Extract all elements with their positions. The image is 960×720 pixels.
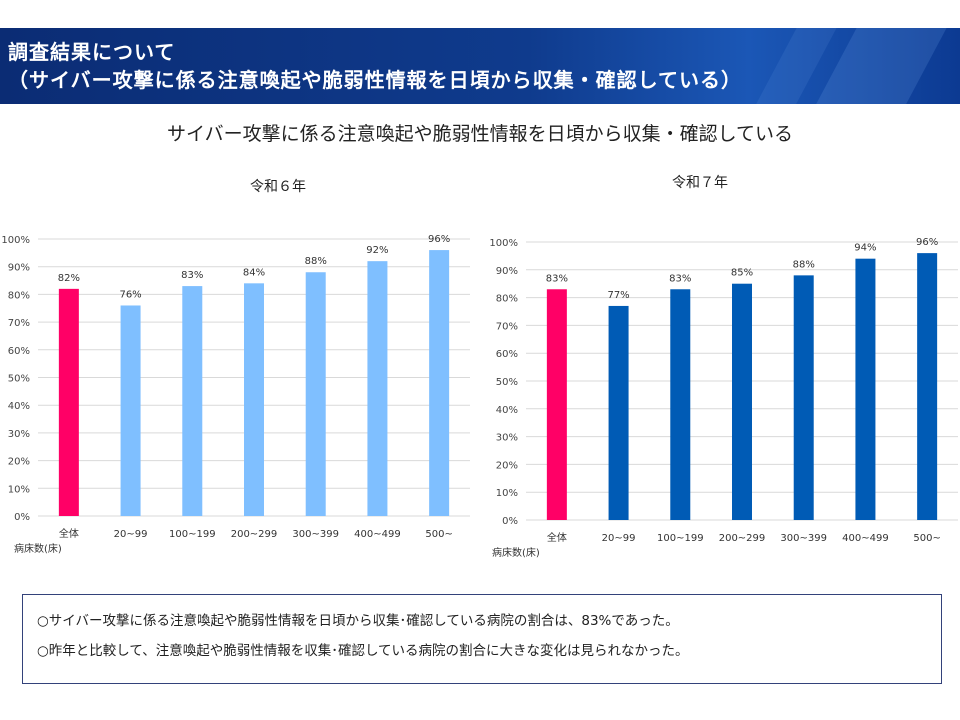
main-title: サイバー攻撃に係る注意喚起や脆弱性情報を日頃から収集・確認している [166,123,794,145]
y-tick-label-r7: 40% [496,405,518,416]
data-label-r7: 83% [669,273,691,284]
data-label-r6: 96% [428,234,450,245]
bar-r7 [670,289,691,520]
y-tick-label-r7: 20% [496,460,518,471]
chart-title-r7: 令和７年 [672,175,728,191]
y-tick-label-r6: 100% [1,235,30,246]
category-label-r6: 全体 [59,527,79,540]
y-tick-label-r6: 40% [8,401,30,412]
bar-r7 [546,289,567,520]
x-axis-label-r6: 病床数(床) [14,542,62,555]
data-label-r6: 92% [366,245,388,256]
bar-r6 [305,272,326,516]
data-label-r6: 88% [305,256,327,267]
category-label-r7: 500~ [913,533,940,544]
category-label-r6: 200~299 [231,529,278,540]
category-label-r7: 300~399 [780,533,827,544]
bar-r7 [608,305,629,520]
header-subtitle: （サイバー攻撃に係る注意喚起や脆弱性情報を日頃から収集・確認している） [8,68,742,92]
y-tick-label-r6: 80% [8,290,30,301]
y-tick-label-r7: 10% [496,488,518,499]
y-tick-label-r6: 50% [8,374,30,385]
y-tick-label-r7: 60% [496,349,518,360]
y-tick-label-r7: 30% [496,433,518,444]
category-label-r6: 300~399 [292,529,339,540]
bar-r6 [429,250,450,516]
bar-r7 [855,258,876,520]
chart-title-r6: 令和６年 [250,179,306,195]
category-label-r7: 400~499 [842,533,889,544]
data-label-r6: 82% [58,273,80,284]
y-tick-label-r6: 10% [8,484,30,495]
header-title: 調査結果について [8,40,176,64]
y-tick-label-r6: 70% [8,318,30,329]
header-banner: 調査結果について （サイバー攻撃に係る注意喚起や脆弱性情報を日頃から収集・確認し… [0,28,960,104]
data-label-r7: 94% [854,243,876,254]
y-tick-label-r7: 0% [502,516,518,527]
y-tick-label-r6: 30% [8,429,30,440]
category-label-r6: 500~ [425,529,452,540]
data-label-r7: 77% [607,290,629,301]
y-tick-label-r7: 100% [489,238,518,249]
y-tick-label-r6: 0% [14,512,30,523]
x-axis-label-r7: 病床数(床) [492,546,540,559]
y-tick-label-r7: 50% [496,377,518,388]
data-label-r6: 76% [119,289,141,300]
bar-r6 [182,286,203,516]
bar-r6 [367,261,388,516]
data-label-r7: 83% [546,273,568,284]
y-tick-label-r7: 80% [496,294,518,305]
bar-r7 [793,275,814,520]
y-tick-label-r6: 60% [8,346,30,357]
bar-r6 [120,305,141,516]
category-label-r7: 200~299 [719,533,766,544]
category-label-r6: 20~99 [114,529,148,540]
bar-r6 [244,283,264,516]
category-label-r7: 100~199 [657,533,704,544]
category-label-r7: 全体 [547,531,567,544]
bar-r7 [732,283,752,520]
category-label-r7: 20~99 [602,533,636,544]
category-label-r6: 100~199 [169,529,216,540]
data-label-r7: 85% [731,268,753,279]
bar-r6 [58,288,79,516]
category-label-r6: 400~499 [354,529,401,540]
y-tick-label-r6: 20% [8,457,30,468]
data-label-r7: 88% [793,259,815,270]
y-tick-label-r7: 70% [496,321,518,332]
data-label-r6: 83% [181,270,203,281]
data-label-r6: 84% [243,267,265,278]
y-tick-label-r6: 90% [8,263,30,274]
y-tick-label-r7: 90% [496,266,518,277]
summary-note-1: ○サイバー攻撃に係る注意喚起や脆弱性情報を日頃から収集･確認している病院の割合は… [37,613,679,629]
summary-box: ○サイバー攻撃に係る注意喚起や脆弱性情報を日頃から収集･確認している病院の割合は… [22,594,942,684]
summary-note-2: ○昨年と比較して、注意喚起や脆弱性情報を収集･確認している病院の割合に大きな変化… [37,643,689,659]
bar-r7 [917,253,938,520]
data-label-r7: 96% [916,237,938,248]
